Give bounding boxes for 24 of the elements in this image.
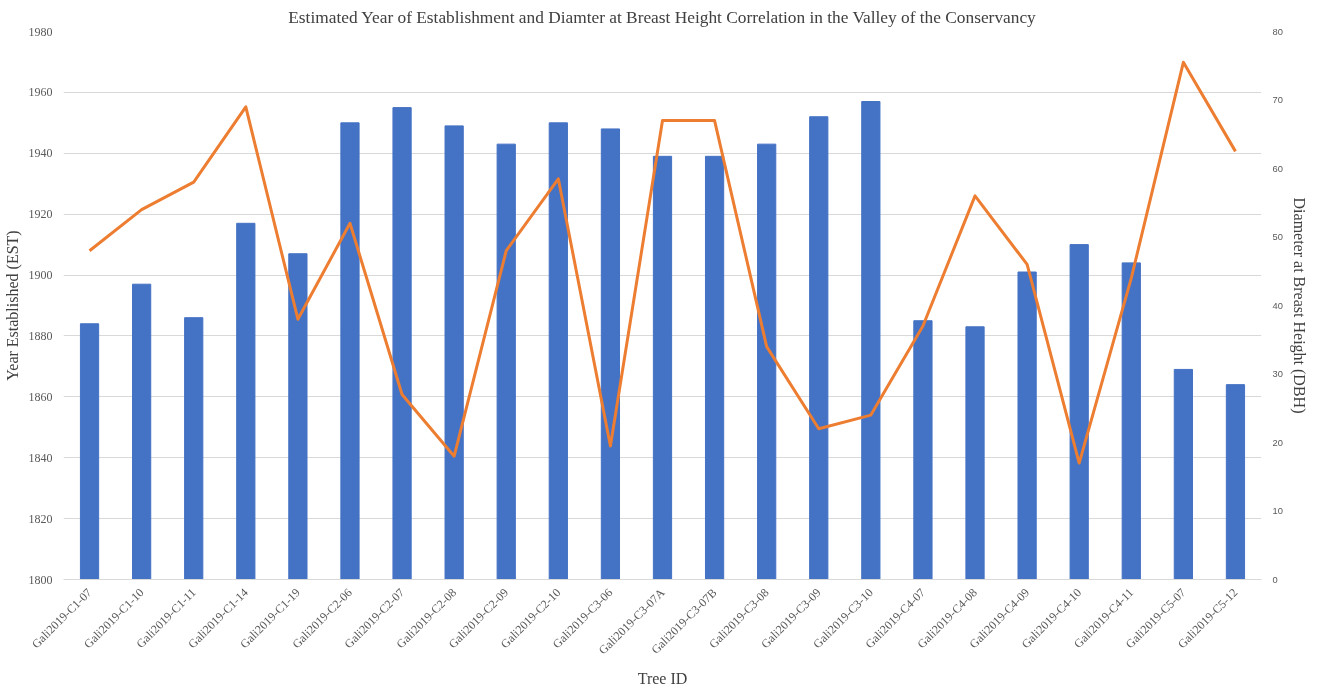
- y2-axis-title: Diameter at Breast Height (DBH): [1289, 197, 1308, 414]
- x-axis-title: Tree ID: [637, 670, 688, 688]
- y-tick-label: 1860: [28, 389, 53, 404]
- line-series: [88, 60, 1237, 465]
- y-tick-label: 1840: [28, 450, 53, 465]
- chart-title: Estimated Year of Establishment and Diamter at Breast Height Correlation in the Valley of the Conservancy: [288, 7, 1037, 27]
- y2-tick-label: 20: [1272, 437, 1283, 448]
- y-tick-label: 1920: [28, 207, 53, 222]
- y-tick-label: 1940: [28, 146, 53, 161]
- y2-tick-label: 40: [1272, 300, 1283, 311]
- y2-tick-label: 60: [1272, 163, 1283, 174]
- y2-tick-label: 10: [1272, 506, 1283, 516]
- y2-tick-label: 30: [1272, 369, 1283, 379]
- y2-tick-label: 80: [1272, 26, 1283, 37]
- y-axis-title: Year Established (EST): [3, 230, 22, 381]
- y-tick-label: 1980: [28, 24, 53, 39]
- y2-tick-label: 50: [1272, 232, 1283, 242]
- y-tick-label: 1800: [28, 572, 53, 587]
- y-tick-label: 1900: [28, 268, 53, 283]
- y-tick-label: 1880: [28, 328, 53, 343]
- y2-tick-label: 0: [1272, 574, 1278, 585]
- y-tick-label: 1960: [28, 85, 53, 100]
- y2-tick-label: 70: [1272, 95, 1283, 105]
- y-tick-label: 1820: [28, 511, 53, 526]
